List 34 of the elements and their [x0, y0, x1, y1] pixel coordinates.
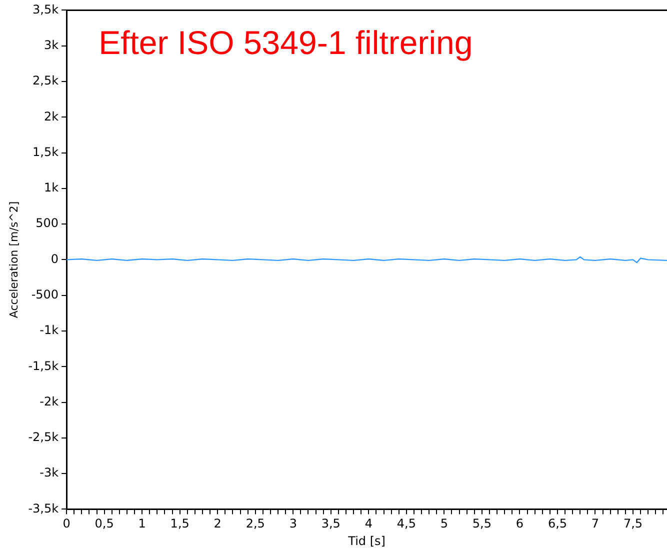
- y-tick-label: 1,5k: [32, 144, 59, 159]
- y-tick-label: 3,5k: [32, 2, 59, 16]
- x-axis-title: Tid [s]: [347, 534, 386, 548]
- x-tick-label: 6: [516, 516, 524, 531]
- y-tick-label: -3,5k: [28, 501, 59, 516]
- x-tick-label: 1: [138, 516, 146, 531]
- chart-title: Efter ISO 5349-1 filtrering: [98, 24, 473, 61]
- x-tick-label: 2,5: [246, 516, 265, 531]
- y-tick-label: 2k: [44, 109, 59, 124]
- x-tick-label: 0: [62, 516, 70, 531]
- x-tick-label: 5: [440, 516, 448, 531]
- y-tick-label: 3k: [44, 38, 59, 52]
- y-tick-label: -3k: [40, 466, 59, 480]
- x-tick-label: 4,5: [396, 516, 416, 531]
- y-tick-label: 1k: [44, 180, 59, 195]
- y-tick-label: -2,5k: [28, 430, 59, 444]
- x-tick-label: 7: [591, 516, 600, 531]
- x-tick-label: 1,5: [170, 516, 190, 531]
- x-tick-label: 4: [364, 516, 372, 531]
- y-tick-label: -1,5k: [28, 358, 59, 373]
- x-tick-label: 2: [214, 516, 222, 531]
- x-tick-label: 3,5: [321, 516, 340, 531]
- x-tick-label: 3: [289, 516, 297, 531]
- x-tick-label: 5,5: [472, 516, 492, 531]
- y-axis-title: Acceleration [m/s^2]: [7, 201, 20, 318]
- y-tick-label: -1k: [40, 323, 59, 338]
- y-tick-label: 0: [50, 252, 59, 266]
- y-tick-label: 500: [36, 216, 59, 230]
- x-tick-label: 7,5: [623, 516, 643, 531]
- x-tick-label: 6,5: [548, 516, 568, 531]
- y-tick-label: -500: [31, 287, 59, 302]
- x-tick-label: 0,5: [94, 516, 114, 531]
- y-tick-label: -2k: [40, 394, 59, 408]
- y-tick-label: 2,5k: [32, 74, 59, 88]
